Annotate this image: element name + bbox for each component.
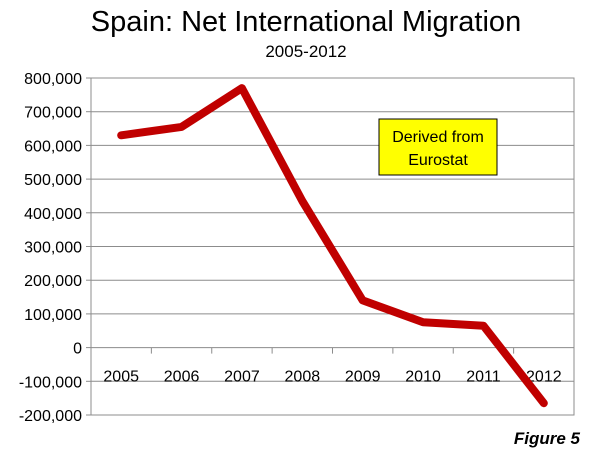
y-tick-label: 400,000 <box>24 206 82 223</box>
annotation-line-2: Eurostat <box>408 152 468 169</box>
figure-label: Figure 5 <box>514 429 581 448</box>
x-tick-label: 2010 <box>405 369 441 386</box>
x-tick-label: 2011 <box>466 369 501 386</box>
x-tick-label: 2008 <box>285 369 321 386</box>
axes <box>86 77 575 416</box>
x-tick-label: 2006 <box>164 369 200 386</box>
y-tick-label: 600,000 <box>24 138 82 155</box>
annotation-box: Derived from Eurostat <box>378 118 498 176</box>
annotation-line-1: Derived from <box>392 129 484 146</box>
y-tick-labels: 800,000 700,000 600,000 500,000 400,000 300,0… <box>19 71 82 425</box>
chart-subtitle: 2005-2012 <box>265 42 346 61</box>
y-tick-label: 200,000 <box>24 273 82 290</box>
x-tick-label: 2009 <box>345 369 381 386</box>
annotation-background <box>378 118 498 176</box>
x-tick-label: 2005 <box>103 369 139 386</box>
y-tick-label: 300,000 <box>24 240 82 257</box>
y-tick-label: 700,000 <box>24 105 82 122</box>
y-tick-label: 500,000 <box>24 172 82 189</box>
y-tick-label: -200,000 <box>19 408 82 425</box>
x-tick-labels: 2005 2006 2007 2008 2009 2010 2011 2012 <box>103 369 561 386</box>
y-tick-label: 100,000 <box>24 307 82 324</box>
y-tick-label: 800,000 <box>24 71 82 88</box>
x-tick-label: 2007 <box>224 369 260 386</box>
series-line <box>117 84 548 408</box>
series-layer <box>117 84 548 408</box>
x-tick-label: 2012 <box>526 369 562 386</box>
chart-title: Spain: Net International Migration <box>91 6 521 38</box>
y-tick-label: 0 <box>73 341 82 358</box>
y-tick-label: -100,000 <box>19 374 82 391</box>
